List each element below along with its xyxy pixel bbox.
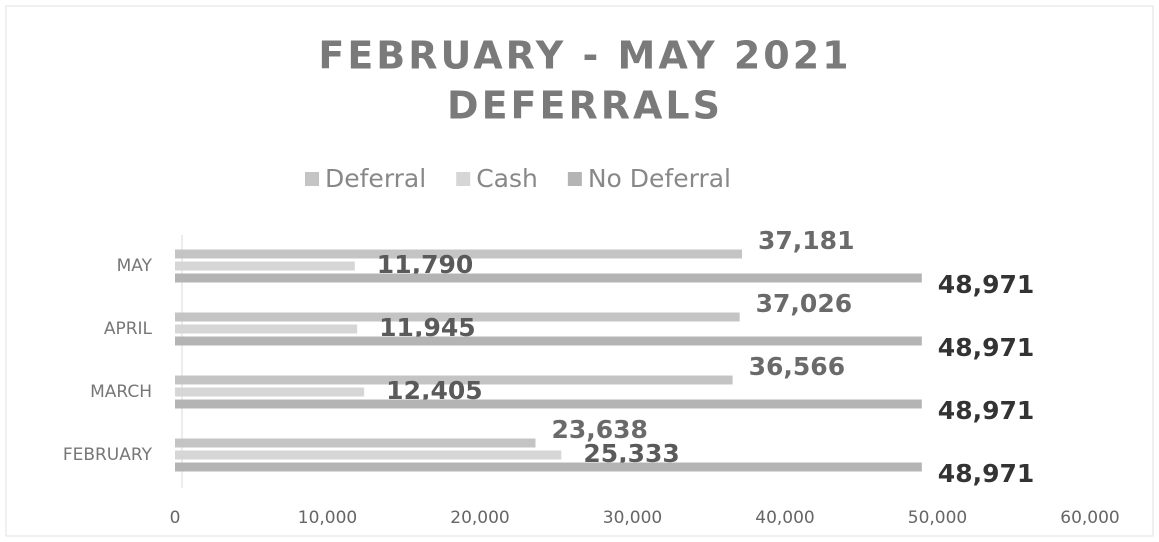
data-label: 48,971 [938, 270, 1034, 299]
bar [175, 273, 922, 283]
x-tick-label: 60,000 [1060, 508, 1119, 528]
data-label: 36,566 [749, 352, 845, 381]
x-tick-label: 0 [170, 508, 181, 528]
bar [175, 375, 733, 385]
bar [175, 462, 922, 472]
y-tick-label: APRIL [104, 319, 153, 339]
data-label: 48,971 [938, 333, 1034, 362]
chart-title: FEBRUARY - MAY 2021 [318, 34, 851, 78]
bar [175, 324, 358, 334]
legend-label: Cash [476, 164, 538, 193]
bar [175, 312, 740, 322]
chart-frame [5, 5, 1154, 537]
legend-swatch [305, 172, 319, 186]
bar [175, 249, 743, 259]
legend-label: No Deferral [588, 164, 731, 193]
y-tick-label: MAY [117, 256, 153, 276]
legend-label: Deferral [325, 164, 426, 193]
x-tick-label: 10,000 [298, 508, 357, 528]
y-tick-label: MARCH [90, 382, 152, 402]
x-tick-label: 20,000 [450, 508, 509, 528]
legend-swatch [567, 172, 582, 186]
data-label: 37,181 [758, 226, 854, 255]
x-tick-label: 40,000 [755, 508, 814, 528]
bar [175, 336, 922, 346]
data-label: 48,971 [938, 459, 1034, 488]
data-label: 48,971 [938, 396, 1034, 425]
bar [175, 261, 355, 271]
y-tick-label: FEBRUARY [63, 445, 153, 465]
x-tick-label: 50,000 [908, 508, 967, 528]
bar [175, 387, 365, 397]
data-label: 37,026 [756, 289, 852, 318]
bar [175, 399, 922, 409]
chart-title: DEFERRALS [447, 84, 723, 128]
bar [175, 438, 536, 448]
legend-swatch [456, 172, 471, 186]
data-label: 23,638 [551, 415, 647, 444]
bar [175, 450, 562, 460]
x-tick-label: 30,000 [603, 508, 662, 528]
